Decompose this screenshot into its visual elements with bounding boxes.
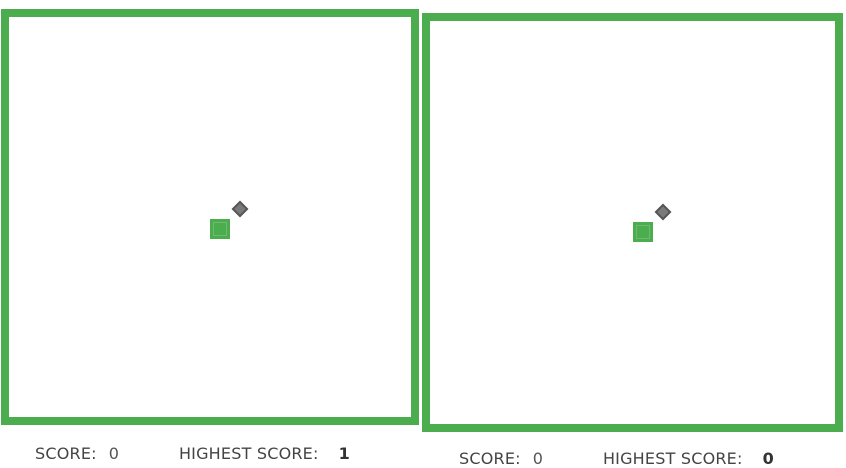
score-value: 0 [108, 444, 119, 463]
snake-head [633, 222, 653, 242]
highest-score-label: HIGHEST SCORE: [178, 444, 319, 463]
game-board-left[interactable] [1, 9, 419, 425]
scorebar-left: SCORE: 0 HIGHEST SCORE: 1 [35, 444, 350, 463]
scorebar-right: SCORE: 0 HIGHEST SCORE: 0 [459, 449, 774, 468]
highest-score-value: 0 [762, 449, 774, 468]
highest-score-label: HIGHEST SCORE: [602, 449, 743, 468]
food-item [654, 203, 672, 221]
score-label: SCORE: [459, 449, 521, 468]
snake-head [210, 219, 230, 239]
score-value: 0 [532, 449, 543, 468]
game-board-right[interactable] [422, 13, 843, 432]
food-item [231, 200, 249, 218]
score-label: SCORE: [35, 444, 97, 463]
highest-score-value: 1 [338, 444, 350, 463]
